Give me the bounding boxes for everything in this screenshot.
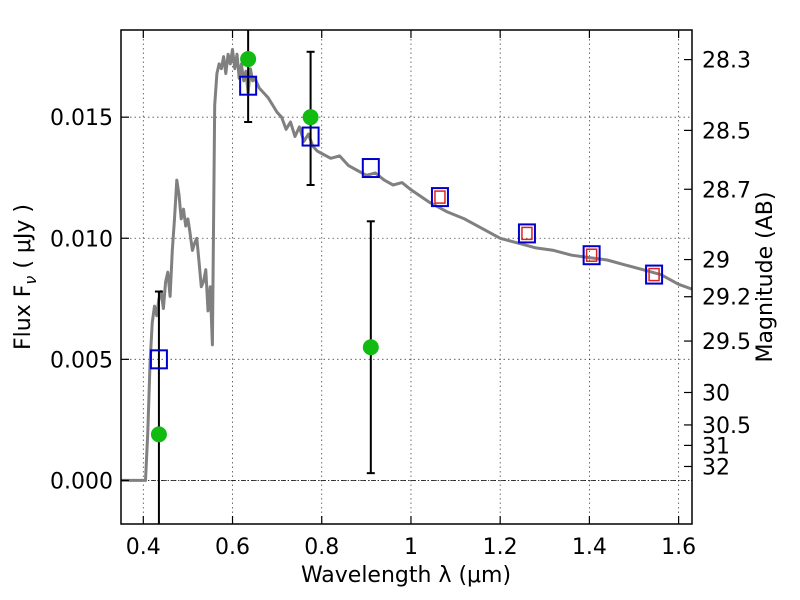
y-tick-label: 0.010 xyxy=(50,227,113,252)
y2-axis-label: Magnitude (AB) xyxy=(753,192,778,363)
model-photometry-inner-box xyxy=(648,267,660,282)
y-tick-label: 0.005 xyxy=(50,348,113,373)
magnitude-tick-label: 28.3 xyxy=(702,49,751,74)
magnitude-tick-label: 28.5 xyxy=(702,119,751,144)
model-photometry-box xyxy=(517,223,536,244)
model-photometry-inner-box xyxy=(521,226,533,241)
model-photometry-box xyxy=(149,349,168,370)
x-tick-label: 1.2 xyxy=(483,535,518,560)
model-photometry-box xyxy=(239,75,258,96)
observed-point xyxy=(240,51,257,68)
model-photometry-box xyxy=(301,126,320,147)
magnitude-tick-label: 29.2 xyxy=(702,286,751,311)
y-tick-label: 0.000 xyxy=(50,469,113,494)
x-axis-label: Wavelength λ (μm) xyxy=(301,563,511,588)
y-axis-label-subscript: ν xyxy=(21,276,40,285)
x-tick-label: 0.6 xyxy=(215,535,250,560)
y-axis-label: Flux Fν ( μJy ) xyxy=(11,204,40,350)
grid xyxy=(121,30,692,524)
magnitude-tick-label: 31 xyxy=(702,434,730,459)
x-tick-label: 0.4 xyxy=(126,535,161,560)
y-tick-label: 0.015 xyxy=(50,106,113,131)
y-ticks: 0.000 0.005 0.010 0.015 xyxy=(50,106,129,494)
model-photometry-box xyxy=(645,264,664,285)
x-tick-label: 1.6 xyxy=(661,535,696,560)
x-tick-label: 0.8 xyxy=(304,535,339,560)
model-photometry-box xyxy=(361,158,380,179)
y-axis-label-main: Flux F xyxy=(11,285,36,350)
observed-point xyxy=(362,339,379,356)
observed-point-layer xyxy=(150,51,379,443)
magnitude-tick-label: 29 xyxy=(702,249,730,274)
x-ticks: 0.4 0.6 0.8 1 1.2 1.4 1.6 xyxy=(126,30,696,560)
x-tick-label: 1.4 xyxy=(572,535,607,560)
model-photometry-inner-box xyxy=(434,190,446,204)
magnitude-tick-label: 30.5 xyxy=(702,414,751,439)
magnitude-tick-label: 29.5 xyxy=(702,330,751,355)
magnitude-tick-label: 32 xyxy=(702,455,730,480)
model-photometry-box xyxy=(430,187,449,208)
model-photometry-inner-box xyxy=(585,248,598,262)
observed-point xyxy=(302,109,319,126)
magnitude-tick-label: 28.7 xyxy=(702,178,751,203)
sed-model-line-layer xyxy=(121,47,693,482)
magnitude-tick-label: 30 xyxy=(702,381,730,406)
plot-frame xyxy=(120,29,693,525)
x-tick-label: 1 xyxy=(404,535,418,560)
observed-point xyxy=(150,426,167,443)
model-photometry-box xyxy=(582,245,601,266)
errorbar-layer xyxy=(154,30,375,524)
sed-model-line xyxy=(121,47,693,482)
model-box-layer xyxy=(149,75,664,370)
y-axis-label-unit: ( μJy ) xyxy=(11,204,36,276)
